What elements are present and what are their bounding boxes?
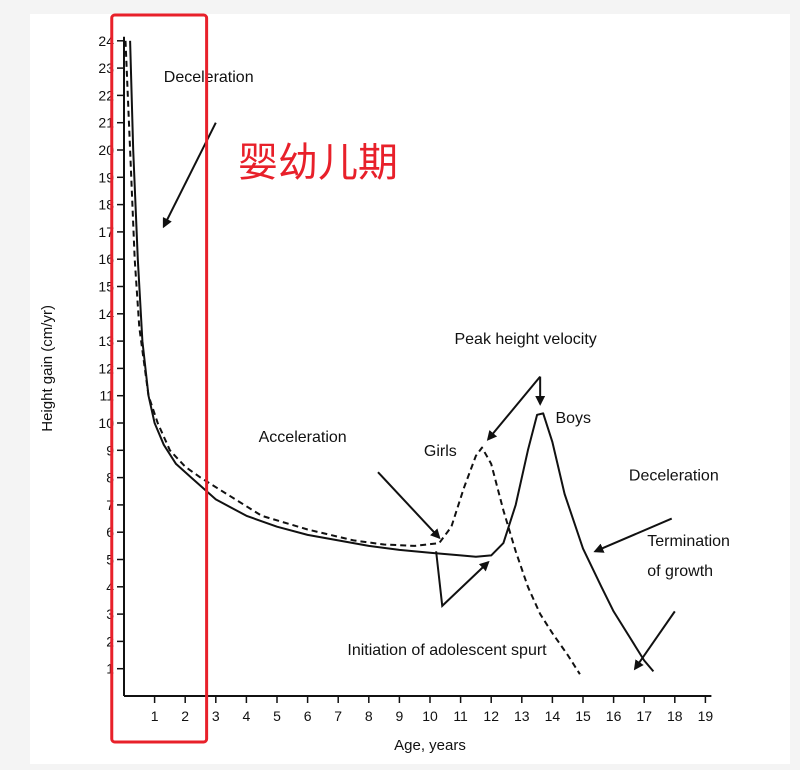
x-tick-label: 6 (304, 708, 312, 724)
x-tick-label: 9 (396, 708, 404, 724)
annotation-arrow (486, 375, 541, 441)
plot-background (30, 14, 790, 764)
x-tick-label: 4 (243, 708, 251, 724)
annotation-label: Initiation of adolescent spurt (347, 642, 547, 659)
annotation-arrow (633, 610, 676, 671)
y-tick-label: 4 (106, 579, 114, 595)
x-tick-label: 1 (151, 708, 159, 724)
annotation-label: Termination (647, 533, 730, 550)
x-tick-label: 2 (181, 708, 189, 724)
annotation-label: of growth (647, 563, 713, 580)
annotation-label: Peak height velocity (454, 331, 596, 348)
x-tick-label: 18 (667, 708, 683, 724)
annotation-label: Acceleration (259, 429, 347, 446)
annotation-label: Boys (555, 410, 591, 427)
x-tick-label: 17 (636, 708, 652, 724)
x-tick-label: 11 (453, 708, 468, 724)
infancy-highlight-box (110, 13, 209, 744)
annotation-label: Girls (424, 443, 457, 460)
infancy-highlight-label: 婴幼儿期 (238, 140, 398, 186)
annotation-arrow (377, 471, 441, 540)
y-axis-title: Height gain (cm/yr) (39, 305, 56, 432)
y-tick-label: 7 (106, 497, 114, 513)
x-tick-label: 19 (698, 708, 714, 724)
series-line-girls (124, 40, 581, 675)
y-tick-label: 6 (106, 524, 114, 540)
x-tick-label: 7 (334, 708, 342, 724)
annotation-label: Deceleration (164, 69, 254, 86)
y-tick-label: 1 (106, 661, 114, 677)
spurt-initiation-arrow (435, 551, 490, 609)
x-tick-label: 8 (365, 708, 373, 724)
y-tick-label: 9 (106, 442, 114, 458)
series-line-boys (129, 40, 655, 673)
x-tick-label: 12 (483, 708, 499, 724)
x-axis-title: Age, years (394, 737, 466, 754)
x-tick-label: 15 (575, 708, 591, 724)
y-tick-label: 3 (106, 606, 114, 622)
annotation-label: Deceleration (629, 467, 719, 484)
annotation-arrow (593, 517, 673, 553)
x-tick-label: 14 (545, 708, 561, 724)
x-tick-label: 13 (514, 708, 530, 724)
x-tick-label: 16 (606, 708, 622, 724)
x-tick-label: 5 (273, 708, 281, 724)
x-tick-label: 3 (212, 708, 220, 724)
y-tick-label: 5 (106, 552, 114, 568)
y-tick-label: 2 (106, 633, 114, 649)
y-tick-label: 8 (106, 470, 114, 486)
x-tick-label: 10 (422, 708, 438, 724)
